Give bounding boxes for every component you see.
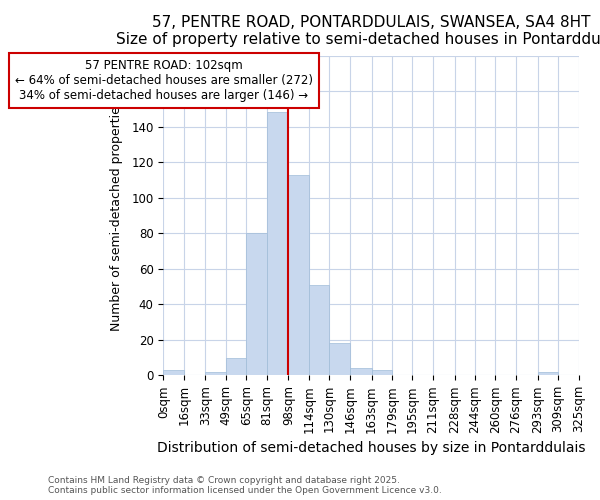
Bar (267, 112, 289, 376)
Title: 57, PENTRE ROAD, PONTARDDULAIS, SWANSEA, SA4 8HT
Size of property relative to se: 57, PENTRE ROAD, PONTARDDULAIS, SWANSEA,… (116, 15, 600, 48)
Bar (247, 233, 267, 376)
Bar (205, 372, 226, 376)
Text: 57 PENTRE ROAD: 102sqm
← 64% of semi-detached houses are smaller (272)
34% of se: 57 PENTRE ROAD: 102sqm ← 64% of semi-det… (15, 59, 313, 102)
Bar (329, 344, 350, 376)
Bar (371, 370, 392, 376)
Bar (226, 358, 247, 376)
Bar (538, 372, 558, 376)
Bar (163, 370, 184, 376)
Bar (350, 368, 371, 376)
Bar (309, 284, 329, 376)
X-axis label: Distribution of semi-detached houses by size in Pontarddulais: Distribution of semi-detached houses by … (157, 441, 585, 455)
Bar (289, 174, 309, 376)
Text: Contains HM Land Registry data © Crown copyright and database right 2025.
Contai: Contains HM Land Registry data © Crown c… (48, 476, 442, 495)
Y-axis label: Number of semi-detached properties: Number of semi-detached properties (110, 100, 123, 331)
